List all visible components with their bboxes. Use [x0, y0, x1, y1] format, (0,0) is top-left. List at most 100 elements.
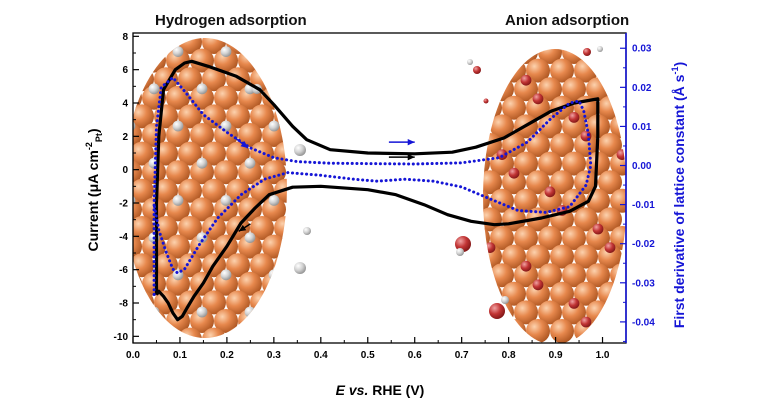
metal-atom-sphere: [483, 114, 490, 139]
y2-tick-label: 0.01: [632, 122, 652, 133]
metal-atom-sphere: [550, 319, 574, 343]
metal-atom-sphere: [262, 160, 286, 185]
loose-adsorbate-sphere: [467, 59, 473, 65]
metal-atom-sphere: [526, 244, 550, 269]
metal-atom-sphere: [514, 151, 538, 176]
metal-atom-sphere: [166, 234, 190, 259]
anion-adsorbate-sphere: [604, 242, 616, 254]
hydrogen-adsorbate-sphere: [268, 120, 280, 132]
metal-atom-sphere: [178, 253, 202, 278]
y-axis-right-label: First derivative of lattice constant (Å …: [670, 62, 687, 328]
y2-tick-label: 0.00: [632, 161, 652, 172]
metal-atom-sphere: [226, 104, 250, 129]
scan-arrow-head: [238, 224, 247, 232]
metal-atom-sphere: [166, 123, 190, 147]
metal-atom-sphere: [262, 197, 286, 222]
metal-atom-sphere: [133, 178, 154, 203]
loose-adsorbate-sphere: [583, 48, 591, 56]
hydrogen-adsorbate-sphere: [148, 306, 160, 318]
x-tick-label: 0.8: [502, 350, 516, 361]
metal-atom-sphere: [490, 151, 514, 176]
metal-atom-sphere: [574, 281, 598, 306]
metal-atom-sphere: [550, 170, 574, 195]
metal-atom-sphere: [526, 58, 550, 83]
metal-atom-sphere: [274, 253, 287, 278]
y2-label-sup: -1: [670, 67, 680, 75]
hydrogen-adsorbate-sphere: [148, 83, 160, 95]
metal-atom-sphere: [250, 253, 274, 278]
loose-adsorbate-sphere: [473, 66, 481, 74]
metal-atom-sphere: [238, 123, 262, 147]
y-tick-label: -6: [119, 265, 128, 276]
metal-atom-sphere: [178, 38, 202, 54]
metal-atom-sphere: [550, 281, 574, 306]
metal-atom-sphere: [178, 104, 202, 129]
metal-atom-sphere: [166, 48, 190, 73]
metal-atom-sphere: [250, 104, 274, 129]
loose-adsorbate-sphere: [294, 144, 306, 156]
metal-atom-sphere: [610, 188, 626, 213]
hydrogen-adsorbate-sphere: [220, 269, 232, 281]
metal-atom-sphere: [226, 327, 250, 338]
metal-atom-sphere: [202, 327, 226, 338]
metal-atom-sphere: [106, 142, 130, 166]
metal-atom-sphere: [598, 170, 622, 195]
x-tick-label: 0.4: [314, 350, 328, 361]
metal-atom-sphere: [562, 114, 586, 139]
scan-arrow-head: [407, 138, 415, 146]
y-label-pre: Current (: [85, 192, 101, 251]
metal-atom-sphere: [190, 160, 214, 185]
metal-atom-sphere: [274, 290, 287, 315]
metal-atom-sphere: [598, 207, 622, 232]
y2-tick-label: 0.03: [632, 44, 652, 55]
metal-atom-sphere: [538, 300, 562, 325]
hydrogen-adsorbate-sphere: [268, 46, 280, 57]
anion-adsorbate-sphere: [604, 56, 616, 67]
metal-atom-sphere: [154, 178, 178, 203]
y-tick-label: -2: [119, 199, 128, 210]
hydrogen-adsorbate-sphere: [196, 157, 208, 169]
metal-atom-sphere: [238, 160, 262, 185]
metal-atom-sphere: [202, 38, 226, 54]
metal-atom-sphere: [550, 58, 574, 83]
y-tick-label: 8: [122, 32, 128, 43]
y-label-mid: A cm: [85, 150, 101, 184]
x-tick-label: 0.5: [361, 350, 375, 361]
y2-label-post: ): [671, 62, 687, 67]
metal-atom-sphere: [562, 263, 586, 288]
anion-adsorbate-sphere: [508, 167, 520, 179]
metal-atom-sphere: [483, 188, 490, 213]
metal-atom-sphere: [133, 309, 142, 333]
metal-atom-sphere: [214, 48, 238, 73]
hydrogen-adsorbate-sphere: [196, 83, 208, 95]
metal-atom-sphere: [133, 141, 154, 166]
scan-arrow-head: [407, 153, 415, 161]
anion-adsorbate-sphere: [568, 298, 580, 309]
metal-atom-sphere: [250, 290, 274, 315]
metal-atom-sphere: [586, 226, 610, 250]
x-axis-label: E vs. RHE (V): [336, 382, 425, 398]
metal-atom-sphere: [526, 170, 550, 195]
series-group: [152, 59, 600, 322]
loose-adsorbate-sphere: [489, 303, 505, 319]
metal-atom-sphere: [262, 123, 286, 147]
metal-atom-sphere: [526, 281, 550, 306]
hydrogen-adsorbate-sphere: [133, 46, 136, 57]
y-label-sub: Pt: [94, 133, 104, 142]
metal-atom-sphere: [190, 197, 214, 222]
hydrogen-adsorbate-sphere: [268, 195, 280, 206]
hydrogen-adsorbate-sphere: [220, 46, 232, 57]
metal-atom-sphere: [538, 114, 562, 139]
x-tick-label: 0.2: [220, 350, 234, 361]
y-label-sup: -2: [84, 142, 94, 150]
metal-atom-sphere: [514, 77, 538, 102]
x-tick-label: 0.1: [173, 350, 187, 361]
metal-atom-sphere: [550, 244, 574, 269]
hydrogen-adsorbate-sphere: [172, 120, 184, 132]
metal-atom-sphere: [610, 151, 626, 176]
metal-atom-sphere: [538, 188, 562, 213]
metal-atom-sphere: [483, 170, 502, 195]
y2-tick-label: 0.02: [632, 83, 652, 94]
anion-adsorbate-sphere: [592, 223, 604, 235]
y-label-post: ): [85, 128, 101, 133]
